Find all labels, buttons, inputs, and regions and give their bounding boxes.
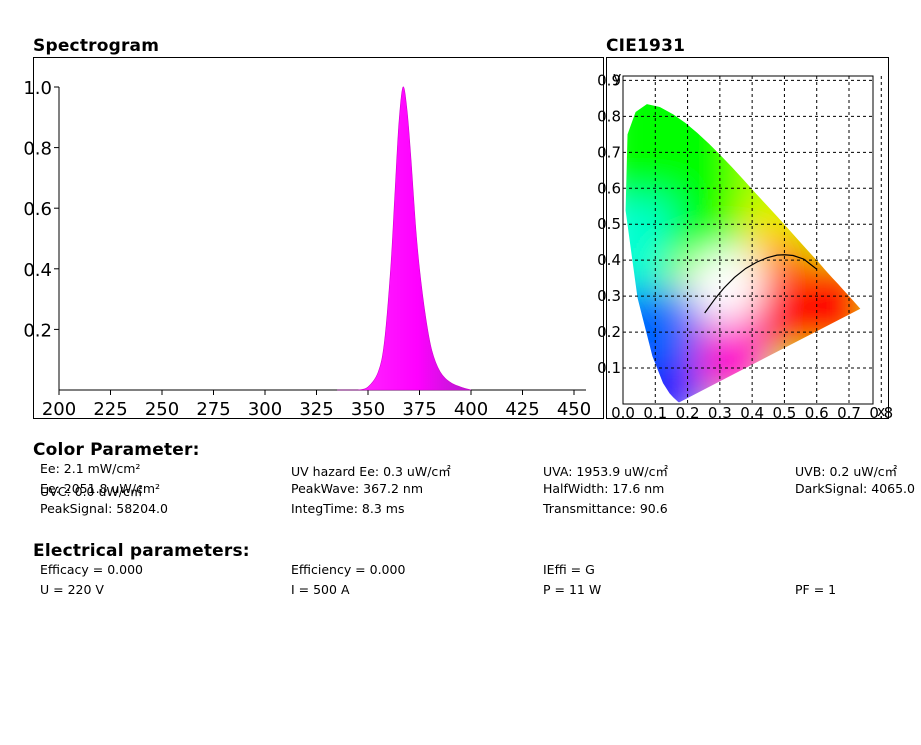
ee-value: Ee: 2.1 mW/cm²	[40, 461, 141, 476]
peak-signal-value: PeakSignal: 58204.0	[40, 501, 168, 516]
cie-title: CIE1931	[606, 36, 686, 56]
uvb-value: UVB: 0.2 uW/c㎡	[795, 464, 898, 479]
spectrogram-frame	[33, 57, 604, 419]
efficacy-value: Efficacy = 0.000	[40, 562, 143, 577]
ee-uw-value: Ee: 2051.8 uW/cm²	[40, 481, 161, 496]
dark-signal-value: DarkSignal: 4065.0	[795, 481, 915, 496]
electrical-parameters-title: Electrical parameters:	[33, 541, 250, 561]
peak-wave-value: PeakWave: 367.2 nm	[291, 481, 424, 496]
transmittance-value: Transmittance: 90.6	[543, 501, 668, 516]
cie-frame	[606, 57, 889, 419]
integ-time-value: IntegTime: 8.3 ms	[291, 501, 405, 516]
voltage-value: U = 220 V	[40, 582, 104, 597]
efficiency-value: Efficiency = 0.000	[291, 562, 406, 577]
half-width-value: HalfWidth: 17.6 nm	[543, 481, 665, 496]
ieffi-value: IEffi = G	[543, 562, 595, 577]
color-parameter-title: Color Parameter:	[33, 440, 200, 460]
current-value: I = 500 A	[291, 582, 350, 597]
spectrogram-title: Spectrogram	[33, 36, 160, 56]
uva-value: UVA: 1953.9 uW/c㎡	[543, 464, 668, 479]
uv-hazard-value: UV hazard Ee: 0.3 uW/c㎡	[291, 464, 451, 479]
uvc-value: UVC: 0.0 uW/c㎡	[40, 484, 143, 499]
power-factor-value: PF = 1	[795, 582, 837, 597]
power-value: P = 11 W	[543, 582, 602, 597]
